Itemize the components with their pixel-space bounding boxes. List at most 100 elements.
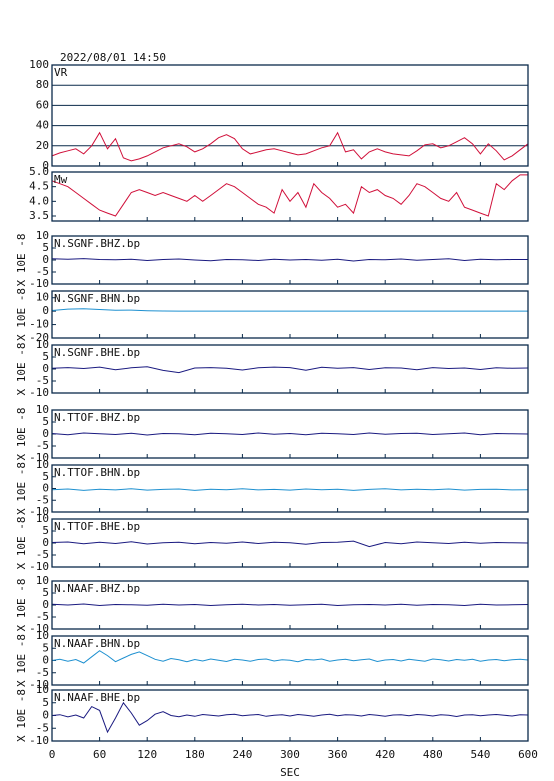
y-tick-label: -5 [36,610,49,623]
y-tick-label: 0 [42,253,49,266]
y-tick-label: 5 [42,696,49,709]
x-tick-label: 60 [93,748,106,761]
data-line [51,308,528,312]
y-axis-label: X 10E -8 [15,462,28,515]
y-tick-label: 10 [36,683,49,696]
y-tick-label: 5 [42,641,49,654]
data-line [51,258,528,262]
panel-frame [51,689,529,742]
y-tick-label: 10 [36,338,49,351]
y-tick-label: 4.5 [29,180,49,193]
panel-frame [51,518,529,568]
y-axis-label: X 10E -8 [15,343,28,396]
panel-frame [51,290,529,339]
series-label: VR [54,66,68,79]
y-tick-label: 10 [36,574,49,587]
x-tick-label: 540 [470,748,490,761]
y-axis-label: X 10E -8 [15,234,28,287]
y-tick-label: 5 [42,524,49,537]
y-tick-label: 0 [42,362,49,375]
x-tick-label: 120 [137,748,157,761]
series-label: N.NAAF.BHE.bp [54,691,140,704]
data-line [51,701,529,734]
data-line [51,540,529,548]
y-tick-label: -10 [29,277,49,290]
y-tick-label: 0 [42,427,49,440]
y-tick-label: -10 [29,678,49,691]
y-tick-label: -10 [29,451,49,464]
data-line [51,650,529,664]
panel-frame [51,171,529,222]
y-tick-label: -10 [29,622,49,635]
panel-frame [51,464,529,513]
series-label: N.SGNF.BHZ.bp [54,237,140,250]
y-tick-label: 5 [42,241,49,254]
panel-frame [51,580,529,630]
data-line [51,488,529,491]
y-tick-label: -10 [29,318,49,331]
x-tick-label: 600 [518,748,538,761]
y-tick-label: 5 [42,470,49,483]
y-axis-label: X 10E -8 [15,579,28,632]
y-tick-label: 10 [36,291,49,304]
panel-frame [51,344,529,394]
y-tick-label: -5 [36,374,49,387]
y-tick-label: -5 [36,666,49,679]
panel-frame [51,635,529,686]
y-tick-label: 10 [36,512,49,525]
y-tick-label: -5 [36,548,49,561]
x-tick-label: 420 [375,748,395,761]
y-tick-label: -10 [29,560,49,573]
series-label: N.TTOF.BHN.bp [54,466,140,479]
x-tick-label: 0 [49,748,56,761]
y-tick-label: 100 [29,58,49,71]
y-tick-label: -5 [36,265,49,278]
y-tick-label: 5 [42,415,49,428]
y-tick-label: -20 [29,331,49,344]
series-label: N.SGNF.BHN.bp [54,292,140,305]
series-label: N.TTOF.BHZ.bp [54,411,140,424]
y-tick-label: 5 [42,586,49,599]
y-tick-label: 5 [42,350,49,363]
y-tick-label: 0 [42,536,49,549]
y-axis-label: X 10E -8 [15,517,28,570]
series-label: N.SGNF.BHE.bp [54,346,140,359]
y-tick-label: 0 [42,304,49,317]
chart-title: 2022/08/01 14:50 [60,51,166,64]
x-axis-label: SEC [280,766,300,779]
y-tick-label: 5.0 [29,165,49,178]
data-line [51,432,529,436]
data-line [51,366,529,374]
y-tick-label: -5 [36,493,49,506]
y-tick-label: 10 [36,629,49,642]
y-tick-label: 20 [36,139,49,152]
series-label: N.NAAF.BHN.bp [54,637,140,650]
x-tick-label: 180 [185,748,205,761]
y-tick-label: 80 [36,78,49,91]
data-line [51,131,529,162]
y-tick-label: 0 [42,159,49,172]
y-tick-label: 0 [42,709,49,722]
panel-frame [51,409,529,459]
y-tick-label: 0 [42,482,49,495]
y-tick-label: 10 [36,229,49,242]
y-tick-label: 60 [36,98,49,111]
panel-frame [51,235,529,285]
series-label: N.NAAF.BHZ.bp [54,582,140,595]
y-tick-label: 0 [42,654,49,667]
y-axis-label: X 10E -8 [15,689,28,742]
y-tick-label: 0 [42,598,49,611]
x-tick-label: 480 [423,748,443,761]
y-axis-label: X 10E -8 [15,408,28,461]
x-tick-label: 360 [328,748,348,761]
y-tick-label: 10 [36,458,49,471]
y-tick-label: 4.0 [29,194,49,207]
x-tick-label: 300 [280,748,300,761]
y-tick-label: -5 [36,439,49,452]
y-tick-label: -10 [29,386,49,399]
panel-frame [51,64,529,167]
y-tick-label: 10 [36,403,49,416]
data-line [51,174,528,217]
